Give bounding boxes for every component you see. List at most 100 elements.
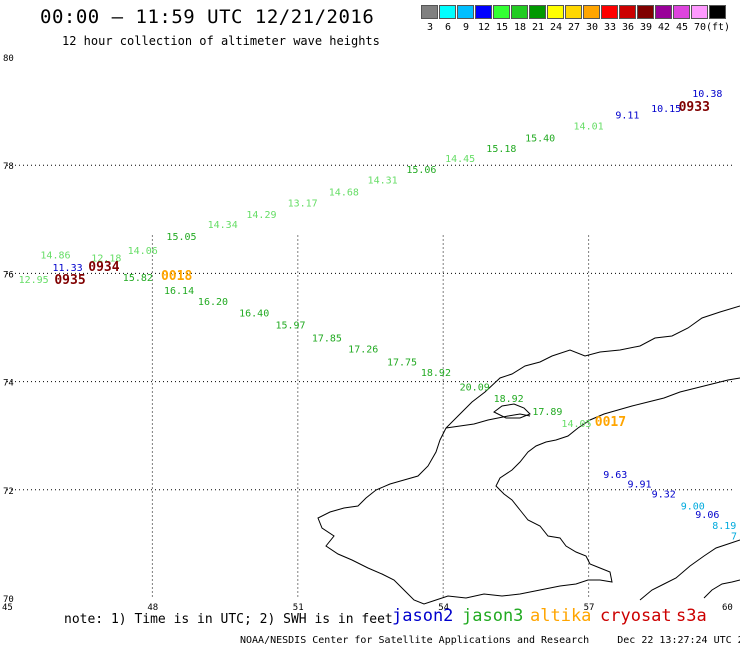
colorbar-swatch [601,5,618,19]
colorbar-label: 12 [477,22,491,33]
legend-cryosat: cryosat [600,606,672,626]
wave-height-value: 14.31 [368,176,398,187]
footnote: note: 1) Time is in UTC; 2) SWH is in fe… [64,612,393,627]
wave-height-value: 7 [731,532,737,543]
colorbar-label: 42 [657,22,671,33]
page-subtitle: 12 hour collection of altimeter wave hei… [62,34,380,48]
credit-line: NOAA/NESDIS Center for Satellite Applica… [240,635,740,646]
pass-time-label: 0935 [54,273,85,288]
colorbar-label: 15 [495,22,509,33]
wave-height-value: 11.33 [53,263,83,274]
wave-height-value: 10.38 [692,89,722,100]
wave-height-value: 18.92 [494,394,524,405]
wave-height-value: 8.19 [712,521,736,532]
colorbar-swatch [457,5,474,19]
colorbar-label: 33 [603,22,617,33]
longitude-label: 57 [584,603,595,613]
colorbar-swatch [493,5,510,19]
wave-height-value: 20.09 [460,382,490,393]
wave-height-value: 13.17 [288,198,318,209]
colorbar-swatch [421,5,438,19]
colorbar-swatch [673,5,690,19]
novaya-zemlya-coast [317,305,740,605]
wave-height-value: 15.97 [275,321,305,332]
colorbar-label: 70 [693,22,707,33]
colorbar-label: (ft) [705,22,731,33]
colorbar-swatch [565,5,582,19]
legend-jason2: jason2 [392,606,454,626]
latitude-label: 80 [3,54,14,64]
credit-org: NOAA/NESDIS Center for Satellite Applica… [240,635,590,646]
vaygach-coast [703,579,740,599]
latitude-label: 78 [3,162,14,172]
wave-height-value: 16.14 [164,286,194,297]
colorbar-label: 45 [675,22,689,33]
colorbar-swatch [529,5,546,19]
wave-height-value: 12.95 [19,275,49,286]
colorbar-label: 6 [444,22,452,33]
wave-height-value: 18.92 [421,368,451,379]
legend-altika: altika [530,606,592,626]
colorbar-swatch [655,5,672,19]
wave-height-value: 9.06 [695,510,719,521]
pass-time-label: 0934 [88,260,119,275]
wave-height-value: 9.32 [652,489,676,500]
colorbar-swatch [691,5,708,19]
wave-height-value: 14.01 [574,121,604,132]
colorbar-label: 39 [639,22,653,33]
colorbar-label: 24 [549,22,563,33]
colorbar-swatch [583,5,600,19]
colorbar-swatch [619,5,636,19]
wave-height-value: 17.85 [312,334,342,345]
wave-height-value: 14.45 [445,154,475,165]
latitude-label: 74 [3,379,14,389]
wave-height-value: 14.29 [246,210,276,221]
colorbar-swatch [547,5,564,19]
colorbar-label: 30 [585,22,599,33]
longitude-label: 51 [293,603,304,613]
credit-timestamp: Dec 22 13:27:24 UTC 2016 [617,635,740,646]
wave-height-value: 15.18 [486,144,516,155]
longitude-label: 45 [2,603,13,613]
latitude-label: 72 [3,487,14,497]
wave-height-value: 15.05 [166,232,196,243]
wave-height-value: 14.34 [208,220,238,231]
pass-time-label: 0933 [679,100,710,115]
lat-lon-grid [7,164,734,598]
colorbar-label: 21 [531,22,545,33]
latitude-label: 76 [3,270,14,280]
pass-time-label: 0018 [161,269,192,284]
wave-height-value: 17.89 [532,407,562,418]
colorbar-label: 27 [567,22,581,33]
coastline [317,305,740,605]
mainland-coast-southeast [639,539,740,601]
island-outline [493,403,531,419]
wave-height-value: 17.26 [348,344,378,355]
legend-jason3: jason3 [462,606,524,626]
colorbar-swatch [439,5,456,19]
wave-height-value: 9.11 [615,111,639,122]
wave-height-value: 17.75 [387,357,417,368]
colorbar-label: 36 [621,22,635,33]
wave-height-value: 14.86 [40,250,70,261]
longitude-label: 60 [722,603,733,613]
longitude-label: 48 [147,603,158,613]
colorbar-swatch [709,5,726,19]
wave-height-value: 15.82 [123,273,153,284]
legend-s3a: s3a [676,606,707,626]
latitude-label: 70 [3,595,14,605]
wave-height-value: 14.06 [128,246,158,257]
pass-time-label: 0017 [595,415,626,430]
page-title: 00:00 – 11:59 UTC 12/21/2016 [40,6,375,28]
wave-height-value: 10.15 [651,104,681,115]
colorbar-swatch [511,5,528,19]
wave-height-value: 15.40 [525,133,555,144]
wave-height-value: 15.06 [406,165,436,176]
matochkin-shar-strait [445,413,531,429]
colorbar-label: 18 [513,22,527,33]
wave-height-value: 16.20 [198,297,228,308]
wave-height-value: 12.18 [91,253,121,264]
